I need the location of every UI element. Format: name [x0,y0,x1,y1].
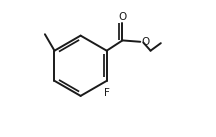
Text: O: O [141,37,150,46]
Text: O: O [119,12,127,22]
Text: F: F [105,88,110,98]
